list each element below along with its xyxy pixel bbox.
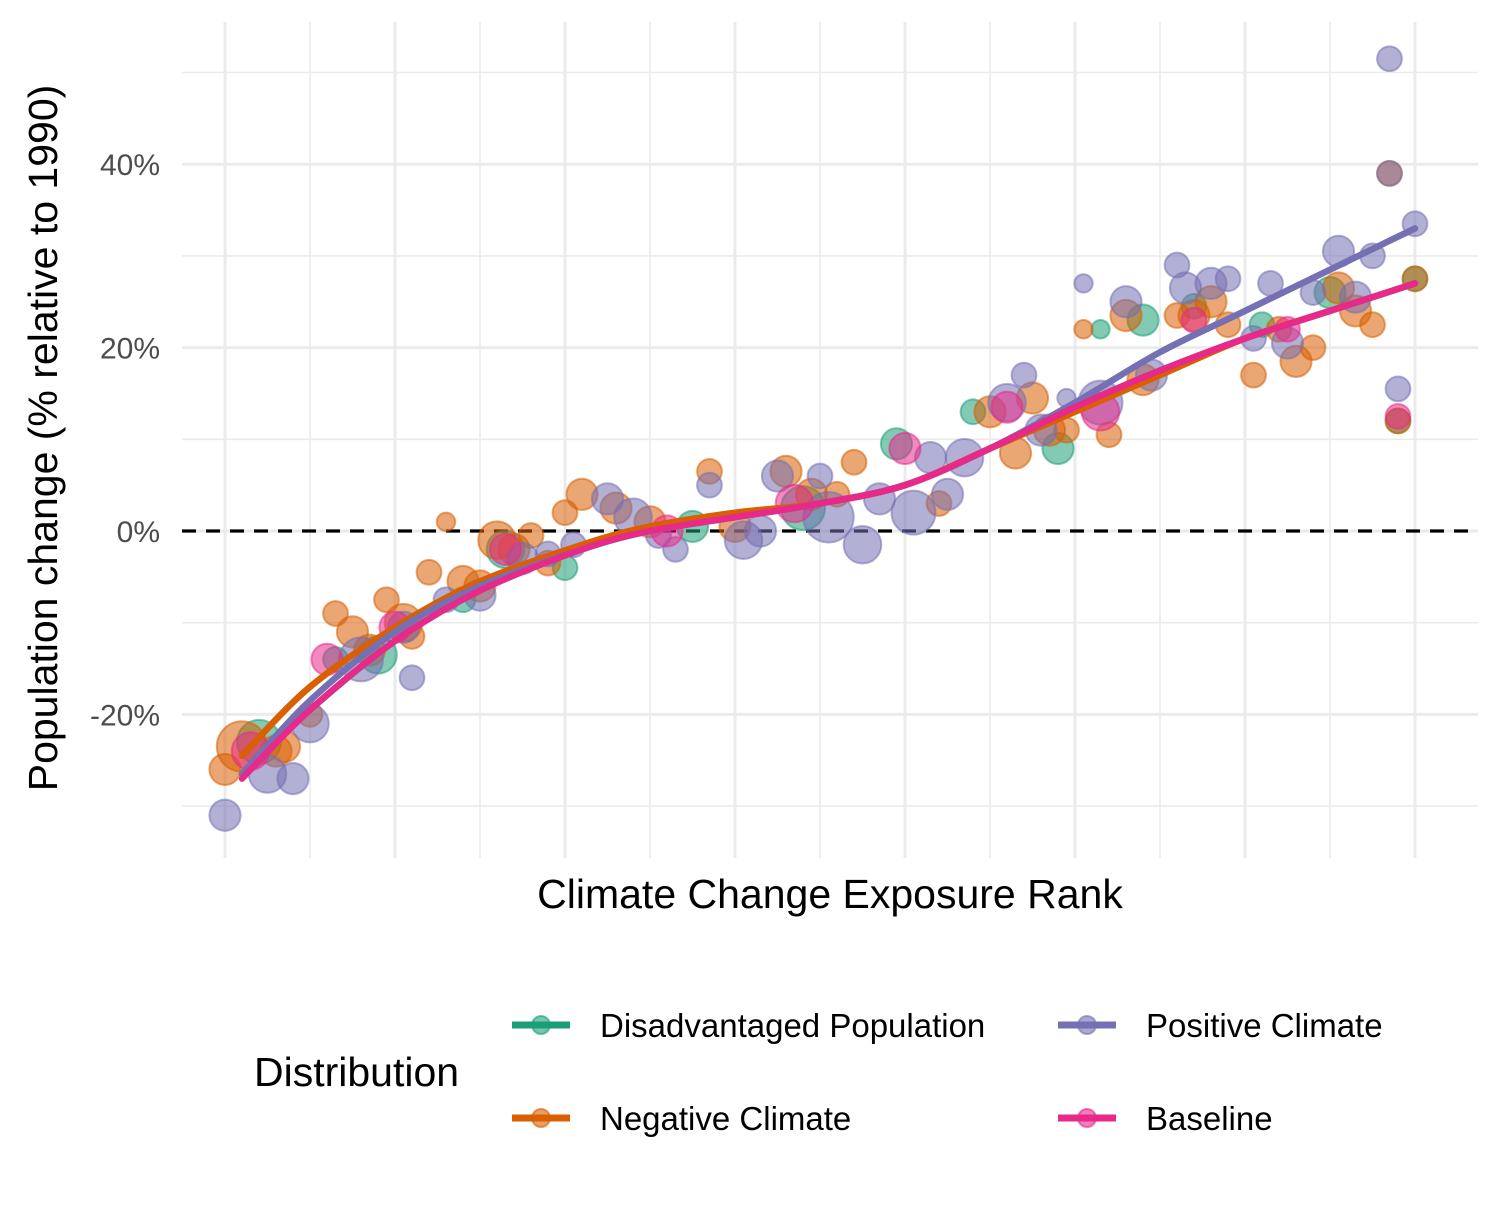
legend-label: Disadvantaged Population (600, 1007, 985, 1044)
legend: Distribution Disadvantaged Population Pos… (254, 1007, 1383, 1137)
legend-title: Distribution (254, 1049, 459, 1095)
data-point (842, 524, 883, 565)
legend-entry: Baseline (1058, 1100, 1273, 1137)
data-point (1090, 319, 1111, 340)
trend-line (238, 280, 1419, 782)
data-point (1376, 45, 1403, 73)
y-tick-label: 40% (100, 149, 160, 182)
data-point (990, 390, 1024, 424)
data-point (806, 462, 834, 490)
data-point (840, 448, 868, 476)
legend-label: Positive Climate (1146, 1007, 1383, 1044)
data-point (488, 532, 523, 566)
data-point (1384, 375, 1412, 403)
data-point (1384, 402, 1412, 430)
data-point (590, 482, 625, 516)
legend-entry: Disadvantaged Population (512, 1007, 985, 1044)
data-point (398, 664, 426, 692)
data-point (208, 798, 242, 832)
data-point (1299, 334, 1327, 362)
data-point (1010, 361, 1038, 389)
data-point (890, 489, 937, 536)
y-axis-label: Population change (% relative to 1990) (20, 85, 66, 792)
data-point (1376, 159, 1403, 187)
legend-key-point (1077, 1108, 1097, 1128)
data-point (1359, 311, 1386, 339)
data-point (888, 431, 922, 466)
data-point (1109, 285, 1143, 319)
data-point (373, 586, 400, 614)
data-point (1240, 361, 1267, 389)
data-point (415, 558, 443, 586)
y-tick-labels: -20% 0% 20% 40% (90, 149, 160, 732)
legend-key-point (531, 1108, 551, 1128)
data-point (1073, 319, 1094, 340)
legend-label: Baseline (1146, 1100, 1273, 1137)
legend-label: Negative Climate (600, 1100, 851, 1137)
data-point (276, 761, 310, 796)
data-point (1214, 265, 1242, 293)
data-point (930, 477, 965, 511)
legend-key-point (1077, 1015, 1097, 1035)
data-point (760, 459, 795, 493)
x-axis-label: Climate Change Exposure Rank (537, 871, 1123, 917)
y-tick-label: 20% (100, 333, 160, 366)
data-point (743, 514, 778, 548)
legend-entry: Positive Climate (1058, 1007, 1383, 1044)
legend-key-point (531, 1015, 551, 1035)
legend-entry: Negative Climate (512, 1100, 851, 1137)
data-point (696, 471, 723, 499)
data-point (435, 511, 457, 533)
trend-lines (238, 225, 1419, 782)
data-point (1073, 273, 1094, 294)
y-tick-label: -20% (90, 699, 160, 732)
y-tick-label: 0% (117, 516, 160, 549)
